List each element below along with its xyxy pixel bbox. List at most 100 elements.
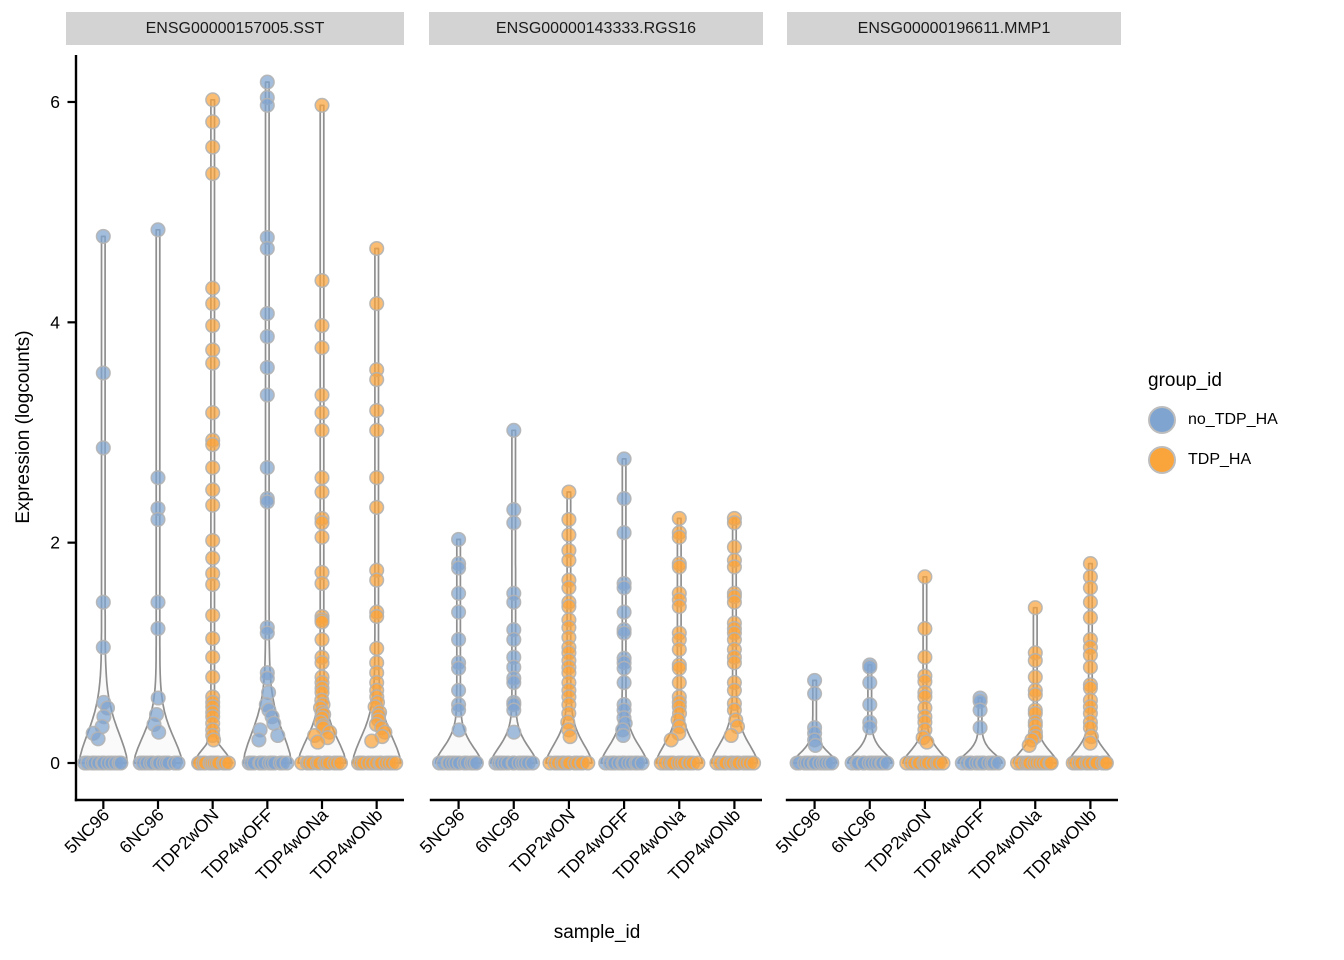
data-point xyxy=(205,497,221,513)
data-point xyxy=(205,532,221,549)
data-point xyxy=(259,387,275,403)
data-point xyxy=(314,272,330,289)
data-point xyxy=(205,482,221,498)
data-point xyxy=(95,594,111,610)
data-point xyxy=(616,660,632,676)
data-point xyxy=(259,359,275,376)
facet-strip-rgs16: ENSG00000143333.RGS16 xyxy=(429,12,763,45)
y-tick-label: 4 xyxy=(50,312,60,332)
legend-item-label: no_TDP_HA xyxy=(1188,411,1278,428)
data-point xyxy=(90,731,106,747)
data-point xyxy=(314,632,330,648)
data-point xyxy=(369,608,385,625)
data-point xyxy=(1082,594,1098,610)
data-point xyxy=(879,755,895,771)
data-point xyxy=(1027,669,1043,685)
x-tick-label: 6NC96 xyxy=(471,805,524,858)
data-point xyxy=(259,670,275,686)
data-point xyxy=(580,755,596,771)
data-point xyxy=(1098,755,1114,771)
data-point xyxy=(616,675,632,691)
data-point xyxy=(1082,735,1098,751)
data-point xyxy=(525,755,541,771)
data-point xyxy=(205,405,221,421)
data-point xyxy=(369,296,385,312)
data-point xyxy=(671,599,687,615)
data-point xyxy=(150,222,166,238)
data-point xyxy=(259,625,275,641)
data-point xyxy=(314,470,330,486)
data-point xyxy=(150,621,166,637)
data-point xyxy=(369,572,385,588)
data-point xyxy=(205,630,221,647)
data-point xyxy=(206,732,222,748)
data-point xyxy=(314,655,330,671)
data-point xyxy=(332,755,349,771)
data-point xyxy=(671,529,687,545)
violin-5NC96 xyxy=(78,235,129,764)
data-point xyxy=(634,755,650,771)
data-point xyxy=(259,74,275,90)
data-point xyxy=(388,755,404,771)
data-point xyxy=(314,422,330,438)
data-point xyxy=(205,576,221,593)
data-point xyxy=(561,599,577,615)
data-point xyxy=(251,732,267,748)
data-point xyxy=(451,604,467,620)
data-point xyxy=(364,733,380,749)
data-point xyxy=(150,690,166,706)
data-point xyxy=(451,682,467,698)
data-point xyxy=(671,660,687,676)
y-axis-title: Expression (logcounts) xyxy=(13,330,34,524)
data-point xyxy=(205,649,221,665)
data-point xyxy=(205,550,221,566)
data-point xyxy=(310,734,326,750)
data-point xyxy=(690,755,706,771)
data-point xyxy=(935,755,951,771)
data-point xyxy=(1027,687,1043,703)
data-point xyxy=(205,166,221,182)
data-point xyxy=(150,594,166,610)
data-point xyxy=(259,329,275,345)
data-point xyxy=(369,422,385,438)
data-point xyxy=(506,724,522,740)
data-point xyxy=(671,559,687,575)
data-point xyxy=(259,305,275,322)
y-tick-label: 0 xyxy=(50,753,60,773)
data-point xyxy=(205,296,221,312)
data-point xyxy=(150,470,166,486)
data-point xyxy=(726,559,742,575)
data-point xyxy=(726,539,742,555)
data-point xyxy=(561,527,577,543)
data-point xyxy=(506,515,522,531)
data-point xyxy=(314,614,330,630)
data-point xyxy=(205,114,221,130)
data-point xyxy=(259,97,275,113)
x-tick-label: 5NC96 xyxy=(416,805,469,858)
data-point xyxy=(561,511,577,528)
data-point xyxy=(807,737,823,753)
legend-swatch xyxy=(1148,446,1176,474)
data-point xyxy=(151,724,167,740)
legend-item-no-tdp-ha: no_TDP_HA xyxy=(1148,406,1278,434)
data-point xyxy=(562,729,578,745)
data-point xyxy=(506,422,522,438)
data-point xyxy=(1082,610,1098,626)
data-point xyxy=(369,499,385,515)
data-point xyxy=(1082,580,1098,596)
data-point xyxy=(616,604,632,620)
data-point xyxy=(205,437,221,453)
data-point xyxy=(561,580,577,596)
data-point xyxy=(314,484,330,500)
data-point xyxy=(451,585,467,601)
legend-item-label: TDP_HA xyxy=(1188,451,1252,468)
data-point xyxy=(862,720,878,736)
legend-title: group_id xyxy=(1148,370,1222,391)
facet-strip-mmp1: ENSG00000196611.MMP1 xyxy=(787,12,1121,45)
data-point xyxy=(259,460,275,476)
facet-title: ENSG00000157005.SST xyxy=(145,19,325,37)
data-point xyxy=(807,672,823,688)
data-point xyxy=(506,502,522,518)
data-point xyxy=(220,755,236,771)
data-point xyxy=(95,440,111,456)
